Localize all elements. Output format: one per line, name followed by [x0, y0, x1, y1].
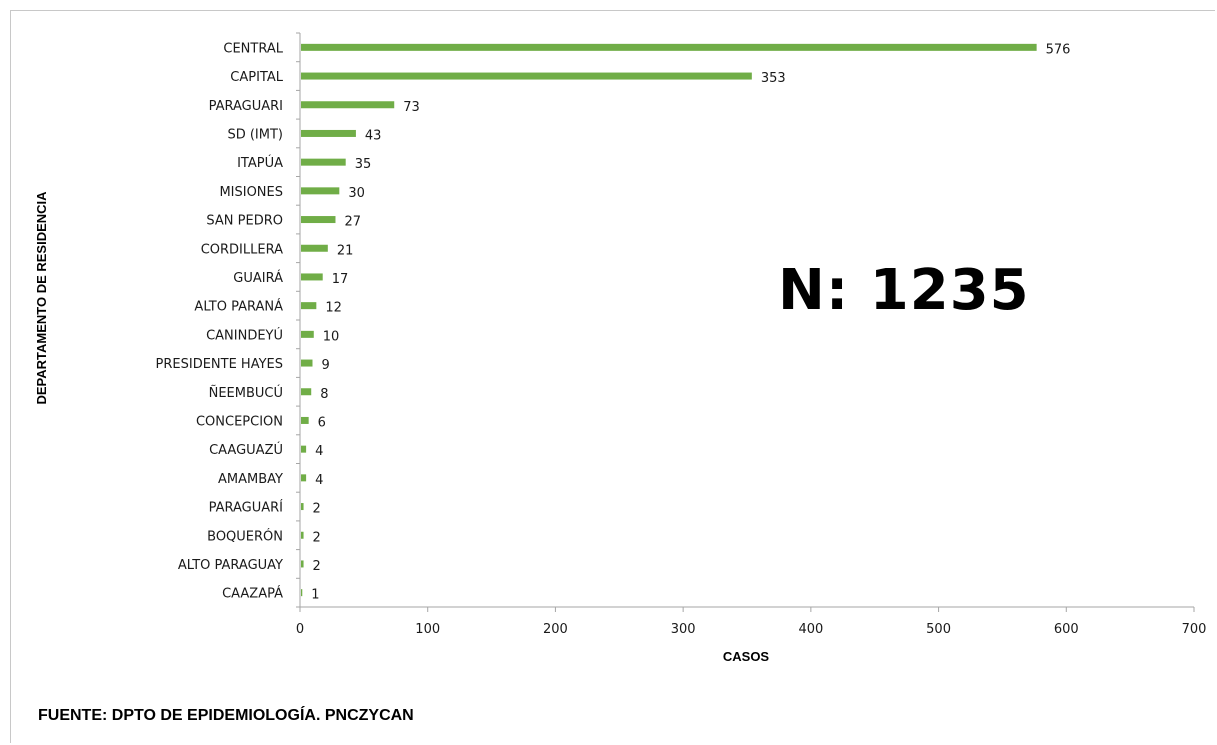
bar: [301, 273, 323, 281]
data-label: 17: [332, 272, 349, 287]
x-tick-label: 200: [543, 622, 568, 637]
data-label: 8: [320, 387, 328, 402]
data-label: 6: [318, 415, 326, 430]
bar: [301, 330, 314, 338]
category-label: ALTO PARANÁ: [194, 299, 283, 315]
bar: [301, 416, 309, 424]
bar: [301, 216, 336, 224]
total-cases-annotation: N: 1235: [778, 258, 1030, 323]
data-label: 1: [311, 588, 319, 603]
bar: [301, 531, 304, 539]
category-label: AMAMBAY: [218, 472, 283, 487]
data-label: 73: [403, 100, 420, 115]
chart-axes: [296, 32, 1195, 612]
x-tick-labels: 0 100 200 300 400 500 600 700: [296, 622, 1207, 637]
data-label: 35: [355, 157, 372, 172]
bar: [301, 72, 752, 80]
category-label: CAAZAPÁ: [222, 586, 283, 602]
x-tick-label: 500: [926, 622, 951, 637]
data-label: 4: [315, 473, 323, 488]
bar: [301, 101, 395, 109]
bar: [301, 43, 1037, 51]
bar: [301, 445, 307, 453]
bar: [301, 302, 317, 310]
category-label: BOQUERÓN: [207, 528, 283, 544]
data-label: 27: [344, 215, 361, 230]
category-labels: CENTRAL CAPITAL PARAGUARI SD (IMT) ITAPÚA MIS…: [156, 41, 284, 601]
category-label: MISIONES: [219, 185, 283, 200]
category-label: ÑEEMBUCÚ: [209, 385, 283, 401]
bar: [301, 589, 303, 597]
category-label: CAPITAL: [230, 70, 283, 85]
category-label: CORDILLERA: [201, 242, 283, 257]
category-label: SAN PEDRO: [206, 214, 283, 229]
bar: [301, 158, 346, 166]
x-tick-label: 300: [671, 622, 696, 637]
category-label: ITAPÚA: [237, 155, 283, 171]
x-tick-label: 600: [1054, 622, 1079, 637]
data-label: 43: [365, 128, 382, 143]
bar: [301, 244, 328, 252]
data-label: 2: [313, 530, 321, 545]
category-label: ALTO PARAGUAY: [178, 558, 283, 573]
bar-chart: CENTRAL CAPITAL PARAGUARI SD (IMT) ITAPÚA MIS…: [34, 32, 1207, 664]
chart-frame: [10, 10, 1215, 743]
category-label: SD (IMT): [227, 127, 283, 142]
y-axis-title: DEPARTAMENTO DE RESIDENCIA: [34, 191, 49, 405]
category-label: GUAIRÁ: [233, 270, 283, 286]
bar: [301, 503, 304, 511]
category-label: CONCEPCION: [196, 414, 283, 429]
x-tick-label: 0: [296, 622, 304, 637]
category-label: PARAGUARÍ: [209, 500, 284, 516]
bar: [301, 187, 340, 195]
chart-bars: [301, 43, 1037, 597]
category-label: PRESIDENTE HAYES: [156, 357, 283, 372]
x-tick-label: 400: [798, 622, 823, 637]
data-label: 10: [323, 329, 340, 344]
data-label: 353: [761, 71, 786, 86]
bar: [301, 129, 356, 137]
bar: [301, 560, 304, 568]
x-tick-label: 100: [415, 622, 440, 637]
data-label: 2: [313, 559, 321, 574]
data-label: 30: [348, 186, 365, 201]
x-tick-label: 700: [1182, 622, 1207, 637]
source-note: FUENTE: DPTO DE EPIDEMIOLOGÍA. PNCZYCAN: [38, 707, 414, 724]
x-axis-title: CASOS: [723, 649, 770, 664]
data-label: 12: [325, 301, 342, 316]
bar: [301, 388, 312, 396]
data-label: 21: [337, 243, 354, 258]
category-label: PARAGUARI: [209, 99, 283, 114]
category-label: CANINDEYÚ: [206, 327, 283, 343]
data-label: 576: [1046, 42, 1071, 57]
bar: [301, 359, 313, 367]
category-label: CENTRAL: [223, 41, 283, 56]
category-label: CAAGUAZÚ: [209, 442, 283, 458]
bar: [301, 474, 307, 482]
data-label: 9: [321, 358, 329, 373]
data-label: 2: [313, 502, 321, 517]
data-label: 4: [315, 444, 323, 459]
